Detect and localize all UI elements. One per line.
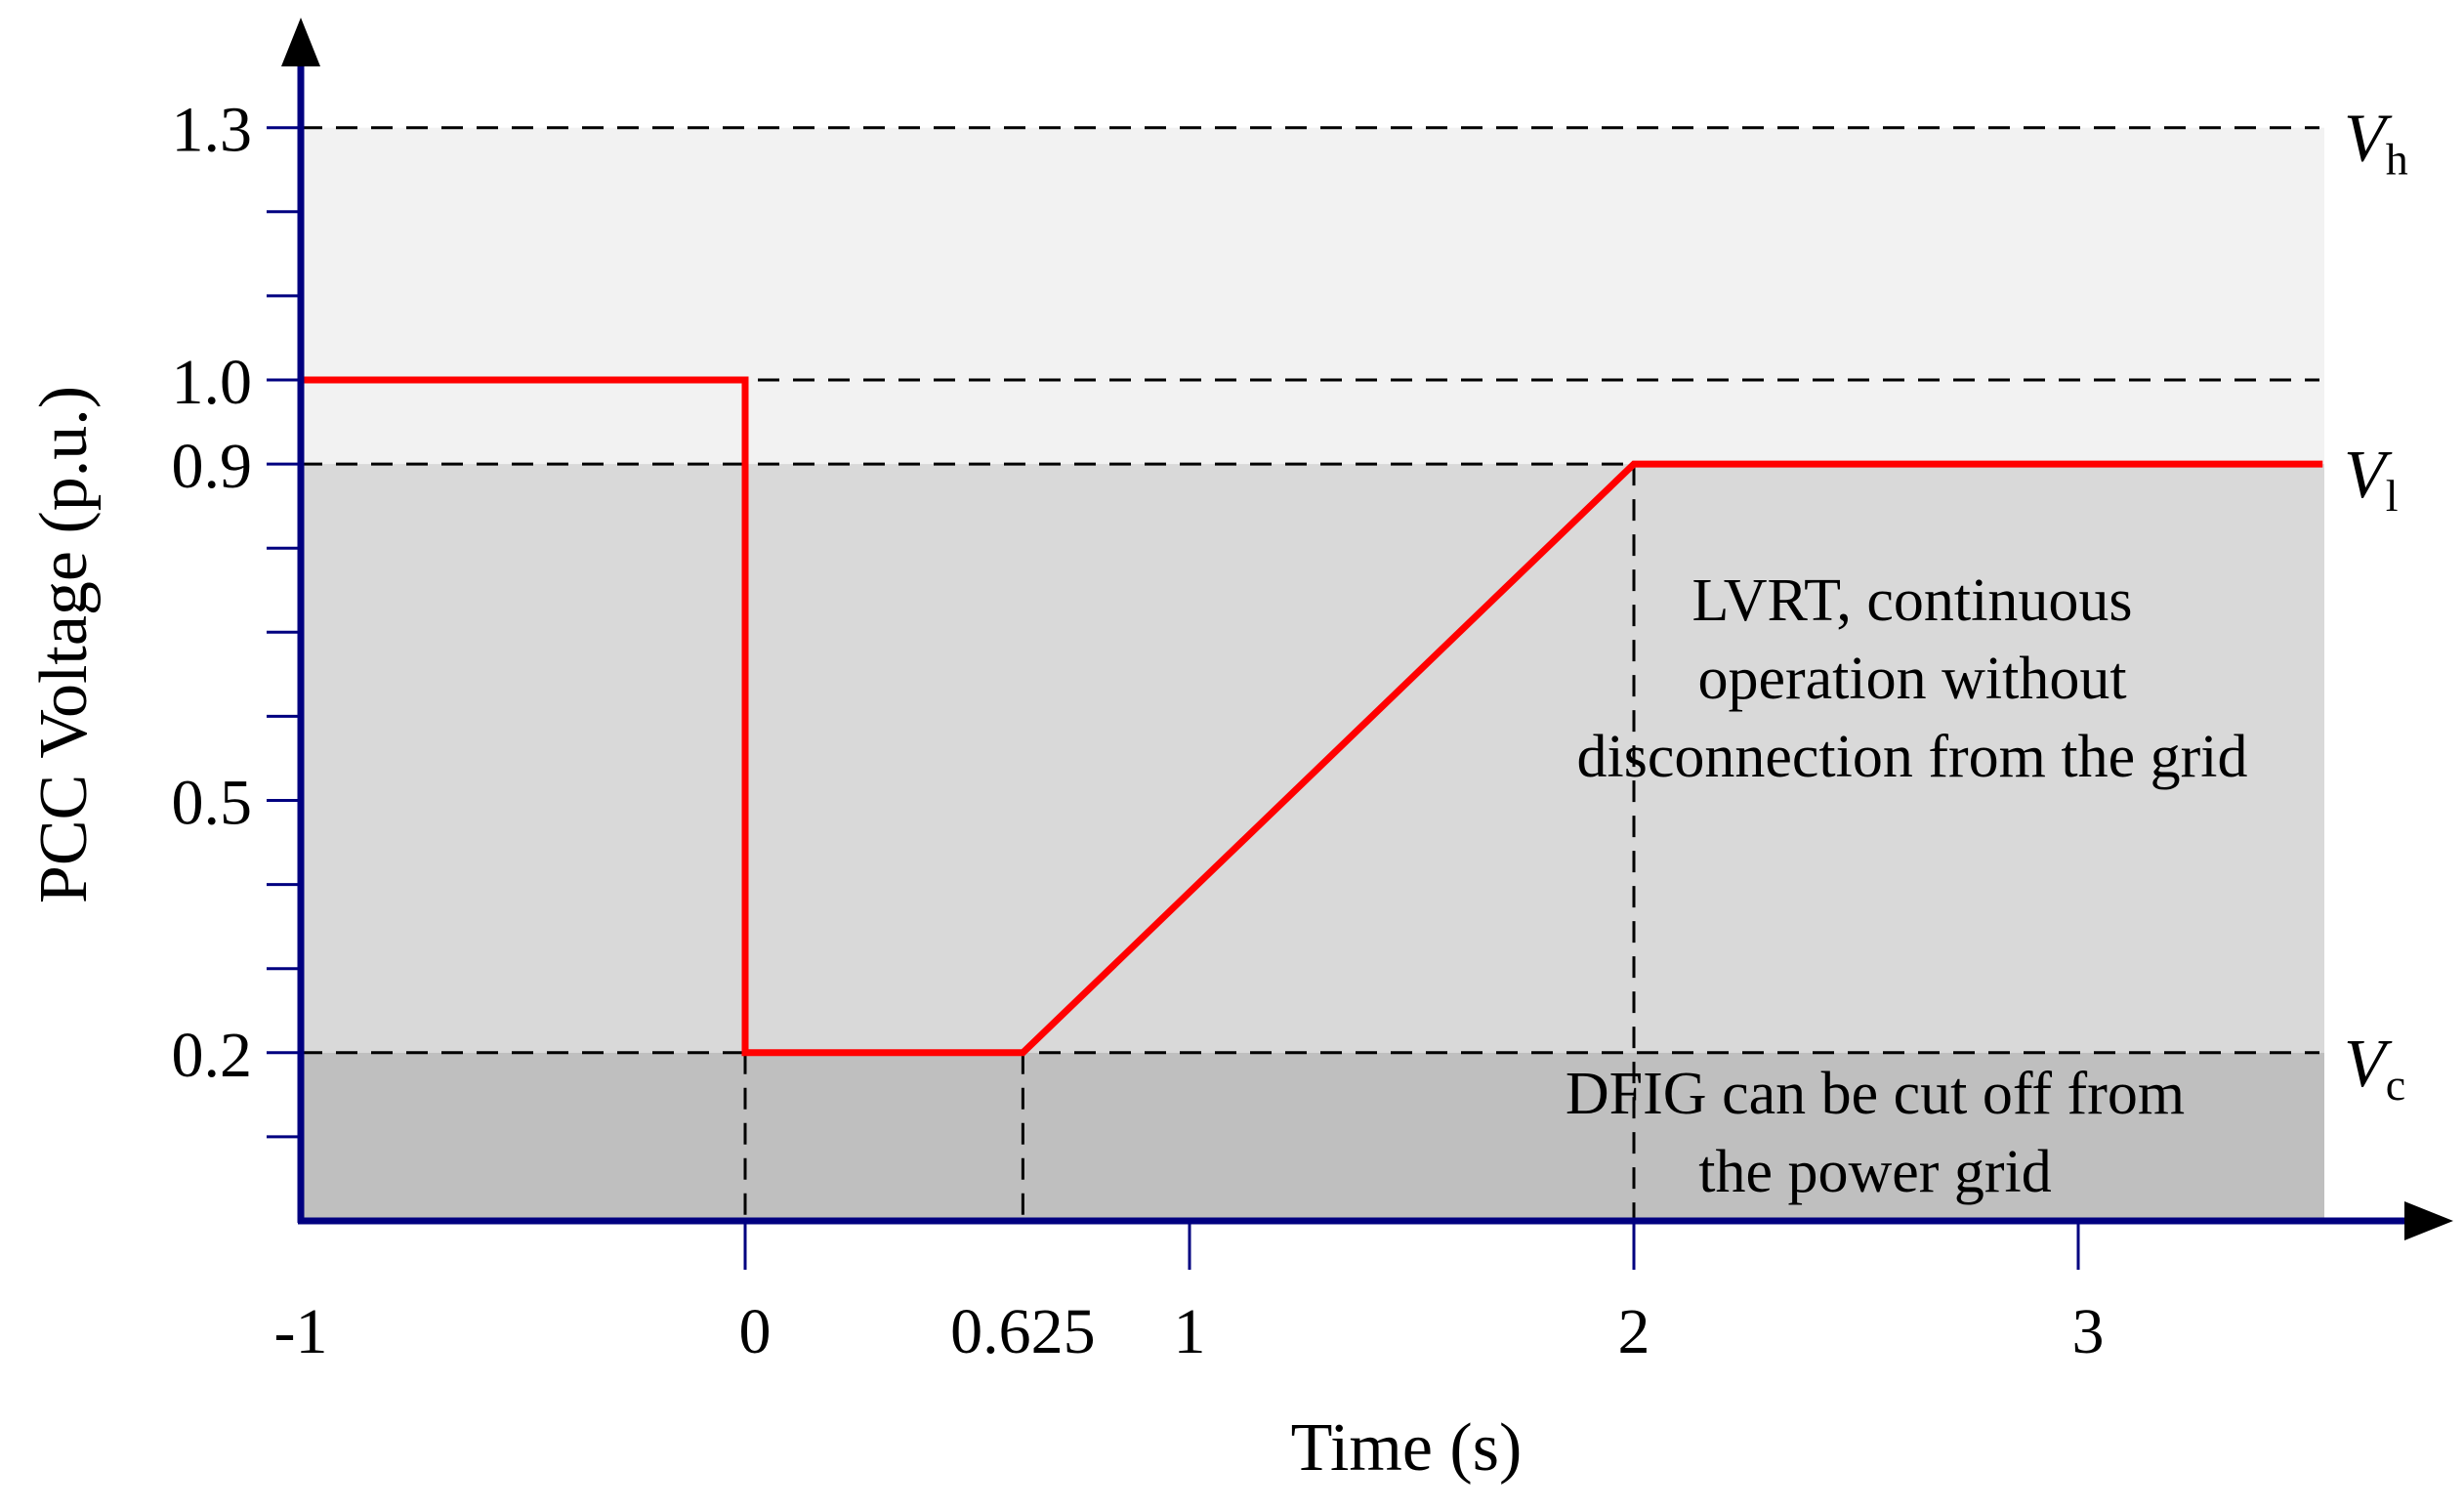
annotation-0: LVRT, continuous operation without disconn…	[1577, 567, 2248, 790]
x-axis-arrow	[2404, 1201, 2453, 1240]
axes	[267, 18, 2453, 1270]
y-tick-label-3: 1.0	[172, 347, 253, 418]
x-tick-label-1: 0	[739, 1296, 772, 1367]
region-0	[301, 127, 2324, 465]
y-tick-label-1: 0.5	[172, 768, 253, 839]
x-tick-label-2: 0.625	[950, 1296, 1096, 1367]
y-tick-label-0: 0.2	[172, 1020, 253, 1091]
y-tick-label-4: 1.3	[172, 95, 253, 166]
annotation-1: DFIG can be cut off from the power grid	[1566, 1061, 2185, 1205]
y-axis-arrow	[281, 18, 320, 66]
reference-symbol-l: Vl	[2344, 438, 2399, 521]
y-axis-label: PCC Voltage (p.u.)	[26, 386, 102, 903]
regions	[301, 127, 2324, 1221]
series-line-0	[301, 376, 2323, 1057]
x-tick-label-0: -1	[274, 1296, 328, 1367]
labels: 0.2 0.5 0.9 1.0 1.3 -1 0 0.625 1 2 3 Vh Vl Vc LVRT, co…	[172, 95, 2408, 1367]
x-tick-label-3: 1	[1174, 1296, 1206, 1367]
reference-symbol-h: Vh	[2344, 102, 2408, 185]
y-tick-label-2: 0.9	[172, 431, 253, 502]
x-tick-label-4: 2	[1618, 1296, 1650, 1367]
reference-symbol-c: Vc	[2344, 1027, 2405, 1110]
x-axis-label: Time (s)	[1291, 1410, 1523, 1486]
region-2	[301, 1052, 2324, 1221]
series	[301, 376, 2323, 1057]
x-tick-label-5: 3	[2072, 1296, 2105, 1367]
region-1	[301, 464, 2324, 1053]
